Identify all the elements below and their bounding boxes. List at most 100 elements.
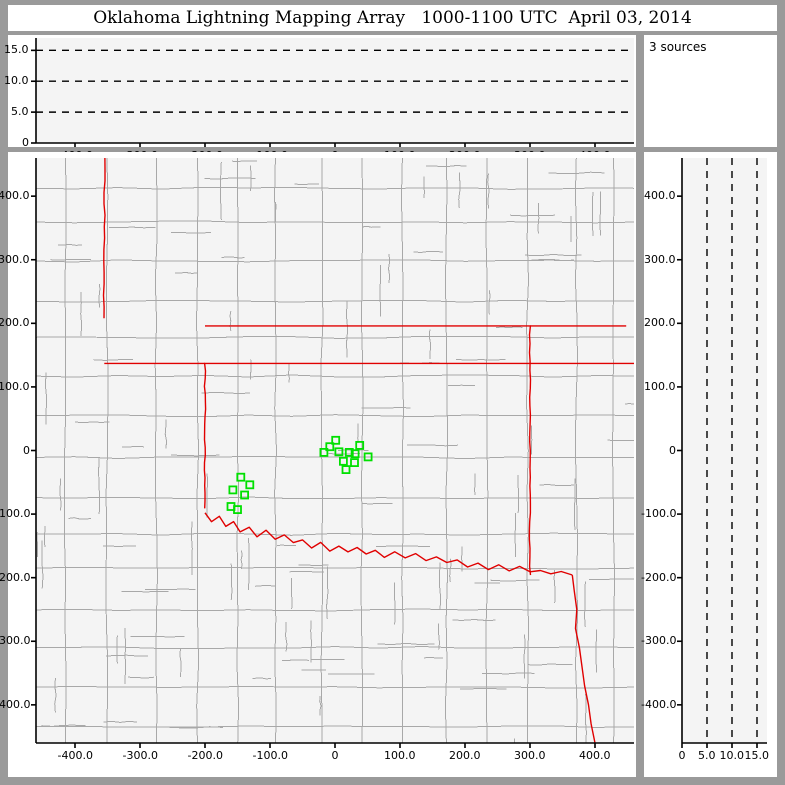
axis-tick-label: -300.0 [0, 634, 31, 648]
county-line [105, 654, 148, 657]
axis-tick-label: 10.0 [4, 74, 29, 88]
county-line [206, 473, 208, 518]
east-height-plot-area[interactable] [682, 158, 767, 743]
colorado-kansas-border [102, 158, 106, 319]
county-line [611, 158, 616, 743]
county-line [74, 421, 110, 424]
county-line [310, 620, 312, 663]
county-line [319, 696, 322, 716]
county-line [57, 243, 83, 246]
county-line [345, 301, 349, 358]
county-line [98, 284, 101, 308]
axis-tick-label: 300.0 [514, 749, 546, 762]
red-river-border [204, 512, 573, 576]
county-line [481, 672, 535, 675]
county-line [524, 253, 582, 257]
time-height-plot-area[interactable] [36, 38, 634, 143]
axis-tick-label: 200.0 [644, 316, 676, 330]
axis-tick-label: 5.0 [698, 749, 716, 762]
county-line [509, 214, 555, 217]
county-line [36, 725, 634, 728]
county-line [328, 452, 361, 455]
county-line [553, 569, 556, 604]
county-line [80, 291, 83, 336]
county-line [439, 562, 442, 611]
axis-tick-label: 0 [669, 443, 676, 457]
lightning-source-marker [338, 456, 348, 466]
county-line [231, 160, 257, 163]
county-line [43, 526, 46, 548]
county-line [240, 550, 243, 570]
county-line [175, 271, 198, 274]
county-line [36, 608, 634, 612]
east-height-canvas [706, 158, 758, 743]
county-line [121, 590, 169, 593]
county-line [36, 531, 39, 558]
lightning-source-marker [355, 440, 365, 450]
lightning-source-markers [226, 435, 373, 515]
time-height-canvas [36, 49, 634, 113]
axis-tick-label: -400.0 [641, 697, 677, 711]
county-line [595, 629, 597, 673]
county-line [130, 635, 185, 638]
county-line [326, 566, 329, 620]
county-line [63, 158, 67, 743]
map-plot-area[interactable] [36, 158, 634, 743]
county-line [298, 564, 329, 567]
county-line [252, 677, 272, 680]
lightning-source-marker [319, 447, 329, 457]
county-line [36, 455, 634, 460]
county-line [362, 225, 381, 228]
county-line [285, 621, 288, 652]
axis-tick-label: 200.0 [0, 316, 30, 330]
county-line [361, 502, 393, 505]
axis-tick-label: -400.0 [57, 749, 93, 762]
county-line [455, 358, 506, 361]
county-line [423, 656, 443, 659]
county-line [531, 258, 574, 262]
county-line [537, 203, 540, 234]
county-line [254, 585, 276, 587]
county-line [204, 177, 256, 180]
axis-tick-label: 0 [22, 136, 29, 149]
lightning-source-marker [350, 449, 360, 459]
county-line [105, 158, 109, 743]
county-line [36, 566, 634, 570]
axis-tick-label: 10.0 [719, 749, 745, 762]
county-line [36, 186, 634, 190]
county-line [406, 444, 459, 447]
county-line [230, 563, 233, 601]
axis-tick-label: 400.0 [579, 749, 611, 762]
lightning-source-marker [233, 505, 242, 515]
county-line [36, 496, 634, 500]
county-line [423, 176, 425, 198]
county-line [357, 423, 359, 443]
county-line [393, 582, 396, 625]
county-line [50, 258, 92, 261]
county-line [448, 384, 476, 387]
plan-view-map-panel: 400.0 300.0 200.0 100.0 0 -100.0 -200.0 -300.0 -… [0, 152, 636, 777]
axis-tick-label: 300.0 [0, 252, 30, 266]
axis-tick-label: -300.0 [641, 634, 677, 648]
county-line [290, 577, 293, 610]
county-line [36, 374, 634, 378]
axis-tick-label: 0 [678, 749, 686, 762]
county-line [103, 545, 137, 548]
county-line [320, 158, 324, 743]
county-line [36, 532, 634, 536]
county-line [41, 724, 86, 727]
county-line [190, 521, 193, 576]
axis-tick-label: -200.0 [187, 749, 223, 762]
sources-count-panel: 3 sources [644, 35, 777, 147]
county-line [169, 726, 224, 729]
county-line [170, 454, 220, 457]
axis-tick-label: 15.0 [744, 749, 770, 762]
county-line [460, 687, 507, 690]
map-canvas [36, 158, 634, 743]
county-line [599, 191, 602, 236]
county-line [548, 171, 605, 174]
axis-tick-label: -100.0 [0, 507, 31, 521]
county-line [449, 558, 452, 583]
axis-tick-label: 15.0 [4, 43, 29, 57]
